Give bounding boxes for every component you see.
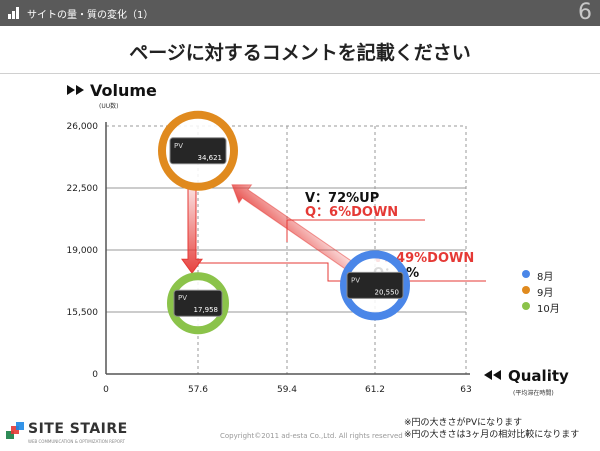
logo-tagline: WEB COMMUNICATION & OPTIMIZATION REPORT [28,439,125,444]
site-staire-logo: SITE STAIRE WEB COMMUNICATION & OPTIMIZA… [6,418,146,448]
y-tick-label: 26,000 [67,122,99,132]
page-heading: ページに対するコメントを記載ください [129,42,471,64]
pv-label-sep: PV [174,142,183,150]
y-tick-label: 15,500 [67,308,99,318]
legend-label: 10月 [537,304,560,315]
legend-swatch [522,302,530,310]
footnotes: ※円の大きさがPVになります ※円の大きさは3ヶ月の相対比較になります [404,417,579,441]
copyright: Copyright©2011 ad-esta Co.,Ltd. All righ… [220,432,403,440]
pv-value-aug: 20,550 [375,288,400,296]
pv-label-oct: PV [178,294,187,302]
y-tick-label: 22,500 [67,184,99,194]
y-axis-unit: (UU数) [99,102,118,110]
legend-swatch [522,270,530,278]
pv-value-sep: 34,621 [198,154,223,162]
arrow-aug-to-sep-shape [231,184,353,271]
header-bar: サイトの量・質の変化（1） 6 [0,0,600,26]
y-tick-label: 19,000 [67,246,99,256]
footnote-1: ※円の大きさがPVになります [404,418,523,428]
x-tick-label: 57.6 [188,385,208,395]
page-number: 6 [578,0,592,25]
header-title: サイトの量・質の変化（1） [27,10,154,21]
x-axis-label: Quality [508,367,569,385]
pv-label-aug: PV [351,276,360,284]
legend-label: 8月 [537,272,554,283]
y-tick-label: 0 [92,370,98,380]
y-axis-label: Volume [90,81,157,100]
x-tick-label: 61.2 [365,385,385,395]
double-arrow-right-icon [67,85,84,95]
annotation-1-line2: Q：6%DOWN [305,205,398,220]
legend-label: 9月 [537,288,554,299]
pv-value-oct: 17,958 [194,306,219,314]
pv-box-aug [346,271,404,299]
footnote-2: ※円の大きさは3ヶ月の相対比較になります [404,430,580,440]
x-axis-unit: (平均滞在時間) [513,389,554,397]
arrow-aug-to-sep [231,184,353,271]
pv-box-sep [169,137,227,165]
heading-divider [0,73,600,74]
x-tick-label: 59.4 [277,385,297,395]
pv-box-oct [173,289,223,317]
bar-chart-icon [8,7,22,19]
logo-mark-icon [6,422,24,439]
double-arrow-left-icon [484,370,501,380]
logo-text: SITE STAIRE [28,421,128,437]
legend-swatch [522,286,530,294]
x-tick-label: 0 [103,385,109,395]
annotation-1-line1: V：72%UP [305,191,379,206]
arrow-sep-to-oct [181,186,203,275]
x-tick-label: 63 [460,385,471,395]
